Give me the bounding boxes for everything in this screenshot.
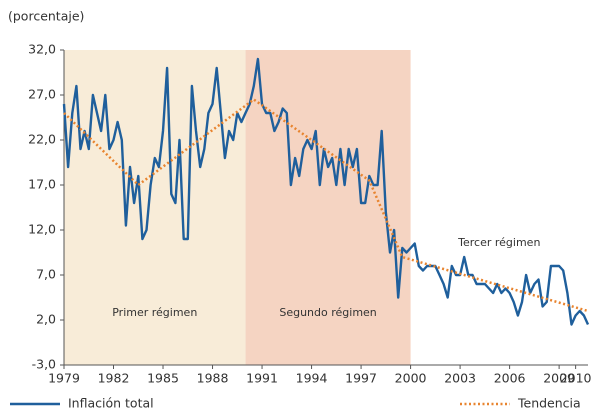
x-tick-label: 2000 — [395, 371, 427, 386]
x-tick-label: 2006 — [494, 371, 526, 386]
x-tick-label: 2003 — [444, 371, 476, 386]
x-tick-label: 1982 — [98, 371, 130, 386]
legend-label: Inflación total — [68, 396, 154, 411]
y-tick-label: 7,0 — [36, 267, 56, 282]
series-line — [63, 98, 589, 313]
y-tick-label: 32,0 — [28, 42, 56, 57]
regime-band — [245, 50, 411, 365]
x-tick-label: 2009 — [543, 371, 575, 386]
x-tick-label: 1991 — [246, 371, 278, 386]
series-line — [62, 57, 590, 326]
x-tick-label: 2010 — [560, 371, 592, 386]
y-axis-label: (porcentaje) — [8, 9, 84, 24]
y-tick-label: 27,0 — [28, 87, 56, 102]
regime-label: Primer régimen — [112, 306, 197, 319]
y-tick-label: 2,0 — [36, 312, 56, 327]
legend-label: Tendencia — [517, 396, 581, 411]
y-tick-label: 17,0 — [28, 177, 56, 192]
x-tick-label: 1994 — [296, 371, 328, 386]
x-tick-label: 1988 — [197, 371, 229, 386]
x-tick-label: 1997 — [345, 371, 377, 386]
y-tick-label: 12,0 — [28, 222, 56, 237]
x-tick-label: 1979 — [48, 371, 80, 386]
y-tick-label: 22,0 — [28, 132, 56, 147]
y-tick-label: -3,0 — [32, 357, 56, 372]
x-tick-label: 1985 — [147, 371, 179, 386]
regime-label: Segundo régimen — [279, 306, 376, 319]
regime-label: Tercer régimen — [457, 236, 540, 249]
